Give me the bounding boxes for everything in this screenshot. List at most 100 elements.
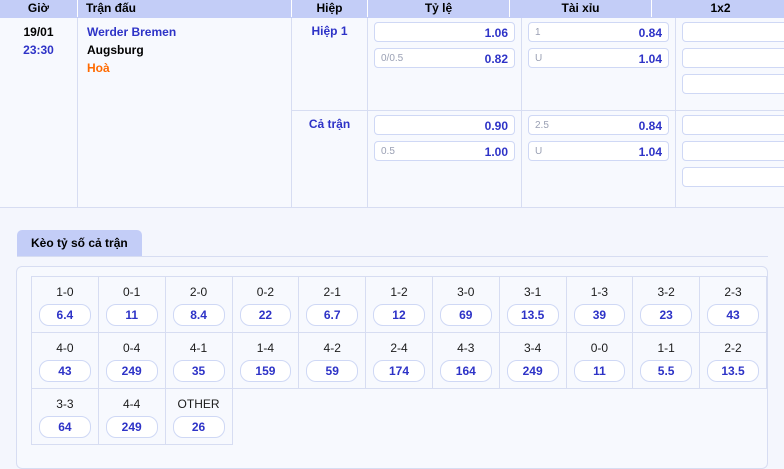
away-win-box[interactable]: 3.34 bbox=[682, 167, 784, 187]
score-odd-value[interactable]: 6.7 bbox=[306, 304, 358, 326]
score-odd-value[interactable]: 23 bbox=[640, 304, 692, 326]
score-odd-value[interactable]: 13.5 bbox=[507, 304, 559, 326]
score-odd-value[interactable]: 43 bbox=[707, 304, 759, 326]
over-value: 0.84 bbox=[535, 116, 662, 136]
score-odd-value[interactable]: 249 bbox=[507, 360, 559, 382]
draw-value: 3.64 bbox=[689, 142, 784, 162]
under-line: U bbox=[535, 142, 542, 162]
handicap-cell-first-half: 1.06 0/0.5 0.82 bbox=[368, 18, 522, 111]
away-win-box[interactable]: 2.2 bbox=[682, 74, 784, 94]
handicap-value: 1.06 bbox=[381, 23, 508, 43]
tab-correct-score[interactable]: Kèo tỷ số cả trận bbox=[17, 230, 142, 257]
handicap-box[interactable]: 1.06 bbox=[374, 22, 515, 42]
score-odd-value[interactable]: 13.5 bbox=[707, 360, 759, 382]
score-label: 0-2 bbox=[233, 277, 299, 299]
score-odd-value[interactable]: 249 bbox=[106, 416, 158, 438]
score-odd-value[interactable]: 6.4 bbox=[39, 304, 91, 326]
handicap-box[interactable]: 0.5 1.00 bbox=[374, 141, 515, 161]
under-box[interactable]: U 1.04 bbox=[528, 48, 669, 68]
handicap-cell-full-time: 0.90 0.5 1.00 bbox=[368, 111, 522, 208]
score-odd-value[interactable]: 39 bbox=[574, 304, 626, 326]
score-odd-value[interactable]: 69 bbox=[440, 304, 492, 326]
handicap-line: 0.5 bbox=[381, 142, 395, 162]
score-label: 4-4 bbox=[99, 389, 165, 411]
score-odd-value[interactable]: 159 bbox=[240, 360, 292, 382]
odds-table: Giờ Trận đấu Hiệp Tỷ lệ Tài xỉu 1x2 19/0… bbox=[0, 0, 784, 208]
under-line: U bbox=[535, 49, 542, 69]
over-box[interactable]: 2.5 0.84 bbox=[528, 115, 669, 135]
score-odd-value[interactable]: 164 bbox=[440, 360, 492, 382]
score-odd-value[interactable]: 26 bbox=[173, 416, 225, 438]
over-box[interactable]: 1 0.84 bbox=[528, 22, 669, 42]
period-sections-table: Hiệp 1 1.06 0/0.5 0.82 bbox=[292, 18, 784, 207]
home-win-box[interactable]: 1.9 bbox=[682, 115, 784, 135]
score-label: 2-1 bbox=[299, 277, 365, 299]
match-teams-cell: Werder Bremen Augsburg Hoà bbox=[78, 18, 292, 208]
section-row-full-time: Cả trận 0.90 0.5 1.00 bbox=[292, 111, 784, 208]
one-x-two-cell-first-half: 2.37 4.07 2.2 bbox=[676, 18, 784, 111]
score-odd-value[interactable]: 11 bbox=[106, 304, 158, 326]
score-odd-value[interactable]: 59 bbox=[306, 360, 358, 382]
score-odd-value[interactable]: 8.4 bbox=[173, 304, 225, 326]
handicap-box[interactable]: 0.90 bbox=[374, 115, 515, 135]
score-odd-value[interactable]: 35 bbox=[173, 360, 225, 382]
header-time: Giờ bbox=[0, 0, 78, 18]
draw-box[interactable]: 3.64 bbox=[682, 141, 784, 161]
over-value: 0.84 bbox=[535, 23, 662, 43]
score-odd-value[interactable]: 43 bbox=[39, 360, 91, 382]
score-label: 3-3 bbox=[32, 389, 98, 411]
home-win-box[interactable]: 2.37 bbox=[682, 22, 784, 42]
score-odd-value[interactable]: 11 bbox=[574, 360, 626, 382]
score-cell[interactable]: 2-2 13.5 bbox=[700, 333, 767, 389]
match-date: 19/01 bbox=[0, 23, 77, 41]
score-odd-value[interactable]: 174 bbox=[373, 360, 425, 382]
handicap-value: 1.00 bbox=[381, 142, 508, 162]
one-x-two-cell-full-time: 1.9 3.64 3.34 bbox=[676, 111, 784, 208]
score-odd-value[interactable]: 22 bbox=[240, 304, 292, 326]
score-odd-value[interactable]: 12 bbox=[373, 304, 425, 326]
period-label-full-time: Cả trận bbox=[292, 111, 368, 208]
handicap-box[interactable]: 0/0.5 0.82 bbox=[374, 48, 515, 68]
draw-box[interactable]: 4.07 bbox=[682, 48, 784, 68]
away-team-name[interactable]: Augsburg bbox=[87, 41, 291, 59]
table-header-row: Giờ Trận đấu Hiệp Tỷ lệ Tài xỉu 1x2 bbox=[0, 0, 784, 18]
score-label: 2-2 bbox=[700, 333, 766, 355]
score-odd-value[interactable]: 64 bbox=[39, 416, 91, 438]
score-odd-value[interactable]: 249 bbox=[106, 360, 158, 382]
under-value: 1.04 bbox=[535, 142, 662, 162]
under-box[interactable]: U 1.04 bbox=[528, 141, 669, 161]
score-label: 4-1 bbox=[166, 333, 232, 355]
header-period: Hiệp bbox=[292, 0, 368, 18]
home-win-value: 2.37 bbox=[689, 23, 784, 43]
score-odd-value[interactable]: 5.5 bbox=[640, 360, 692, 382]
home-team-name[interactable]: Werder Bremen bbox=[87, 23, 291, 41]
score-label: 4-0 bbox=[32, 333, 98, 355]
